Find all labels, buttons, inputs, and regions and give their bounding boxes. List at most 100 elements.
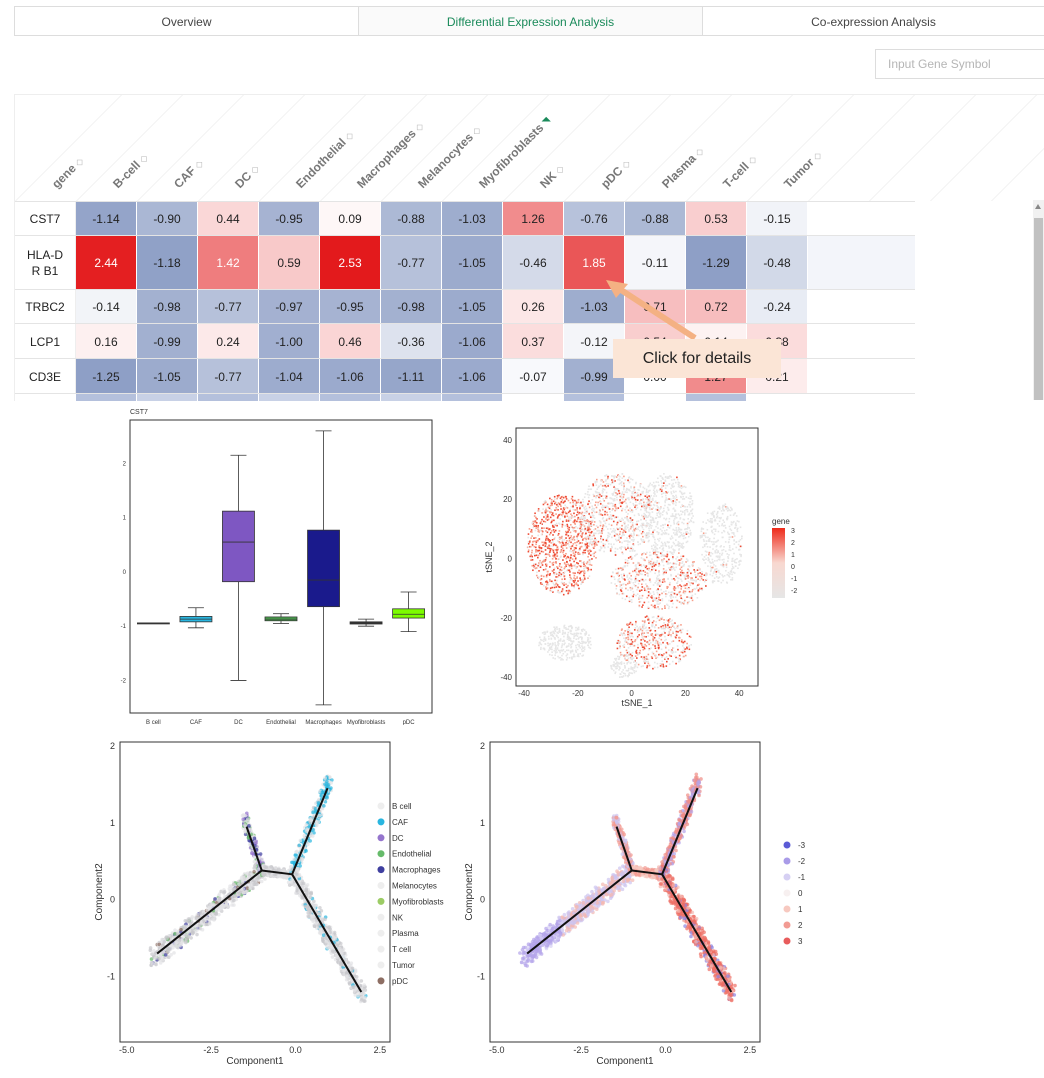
tsne-point [628,580,631,583]
expression-cell[interactable]: -0.88 [625,202,686,236]
expression-cell[interactable]: 0.37 [503,324,564,359]
expression-cell[interactable]: -1.05 [137,359,198,394]
expression-cell[interactable]: 0.16 [76,324,137,359]
expression-cell[interactable]: -0.99 [137,324,198,359]
column-header-nk[interactable]: NK◇ [537,161,567,191]
tsne-point [684,537,687,539]
column-header-gene[interactable]: gene◇ [49,154,86,191]
tsne-point [656,578,659,581]
tsne-point [737,549,740,551]
tsne-point [588,551,591,554]
tsne-point [577,562,579,565]
expression-cell[interactable]: -1.06 [442,324,503,359]
table-row[interactable]: LCP1 0.16 -0.99 0.24 -1.00 0.46 -0.36 -1.06 0.37… [15,323,915,359]
table-row[interactable]: CD3E -1.25 -1.05 -0.77 -1.04 -1.06 -1.11 -1.06-… [15,358,915,394]
tsne-point [580,526,582,529]
expression-cell[interactable]: 0.53 [686,202,747,236]
tsne-point [616,521,619,524]
expression-cell[interactable]: -1.06 [320,359,381,394]
table-row[interactable]: HLA-DR B1 2.44 -1.18 1.42 0.59 2.53 -0.77 -1.05… [15,235,915,290]
expression-cell[interactable]: -1.03 [442,202,503,236]
expression-cell[interactable]: -1.04 [259,359,320,394]
expression-cell[interactable]: -0.77 [198,359,259,394]
tsne-point [708,553,710,556]
tsne-point [728,509,731,511]
gene-search-input[interactable] [875,49,1044,79]
tsne-point [553,573,556,576]
expression-cell[interactable]: -1.05 [442,236,503,290]
expression-cell[interactable]: -0.97 [259,290,320,324]
expression-cell[interactable]: -0.36 [381,324,442,359]
table-row[interactable]: CST7 -1.14 -0.90 0.44 -0.95 0.09 -0.88 -1.03 1.2… [15,201,915,236]
column-header-plasma[interactable]: Plasma◇ [659,144,706,191]
expression-cell[interactable]: 1.26 [503,202,564,236]
tsne-point [700,530,703,533]
expression-cell[interactable]: -0.48 [747,236,808,290]
scroll-up-icon[interactable] [1035,204,1041,209]
tsne-point [562,512,564,515]
expression-cell[interactable]: -0.77 [381,236,442,290]
expression-cell[interactable]: 0.09 [320,202,381,236]
column-header-t-cell[interactable]: T-cell◇ [720,152,759,191]
tsne-point [559,591,561,594]
expression-cell[interactable]: 2.44 [76,236,137,290]
scroll-thumb[interactable] [1034,218,1043,400]
tab-overview[interactable]: Overview [14,6,359,36]
tsne-point [651,616,654,619]
expression-cell[interactable]: -0.95 [259,202,320,236]
expression-cell[interactable]: -1.03 [564,290,625,324]
sort-active-icon[interactable] [541,117,551,127]
tsne-point [587,550,589,553]
expression-cell[interactable]: -0.14 [76,290,137,324]
expression-cell[interactable]: -0.77 [198,290,259,324]
expression-cell[interactable]: 1.85 [564,236,625,290]
column-header-b-cell[interactable]: B-cell◇ [110,150,151,191]
tab-coexpression[interactable]: Co-expression Analysis [703,6,1044,36]
expression-cell[interactable]: -1.18 [137,236,198,290]
expression-cell[interactable]: -1.05 [442,290,503,324]
column-header-endothelial[interactable]: Endothelial◇ [293,128,356,191]
expression-cell[interactable]: -1.06 [442,359,503,394]
expression-cell[interactable]: 0.59 [259,236,320,290]
tsne-point [629,632,632,634]
expression-cell[interactable]: -0.95 [320,290,381,324]
column-header-dc[interactable]: DC◇ [232,161,262,191]
tsne-point [531,551,533,554]
expression-cell[interactable]: -0.76 [564,202,625,236]
expression-cell[interactable]: -0.88 [381,202,442,236]
expression-cell[interactable]: -1.29 [686,236,747,290]
expression-cell[interactable]: 0.24 [198,324,259,359]
expression-cell[interactable]: -1.00 [259,324,320,359]
expression-cell[interactable]: -0.98 [137,290,198,324]
tsne-point [652,533,654,536]
tab-differential-expression[interactable]: Differential Expression Analysis [359,6,703,36]
expression-cell[interactable]: -0.90 [137,202,198,236]
tsne-point [677,648,679,651]
expression-cell[interactable]: 0.46 [320,324,381,359]
table-scrollbar[interactable] [1033,200,1044,400]
expression-cell[interactable]: 0.26 [503,290,564,324]
tsne-point [650,504,653,507]
column-header-tumor[interactable]: Tumor◇ [781,148,824,191]
tsne-point [644,578,647,581]
tsne-point [667,491,669,493]
expression-cell[interactable]: 1.42 [198,236,259,290]
expression-cell[interactable]: -1.14 [76,202,137,236]
expression-cell[interactable]: -1.25 [76,359,137,394]
tsne-point [558,586,561,589]
expression-cell[interactable]: -0.15 [747,202,808,236]
tsne-point [603,500,606,502]
tsne-point [672,508,675,510]
expression-cell[interactable]: 0.44 [198,202,259,236]
tsne-point [657,481,660,484]
table-row[interactable]: TRBC2 -0.14 -0.98 -0.77 -0.97 -0.95 -0.98 -1.05… [15,289,915,324]
expression-cell[interactable]: -0.46 [503,236,564,290]
expression-cell[interactable]: 0.72 [686,290,747,324]
expression-cell[interactable]: -0.11 [625,236,686,290]
expression-cell[interactable]: 2.53 [320,236,381,290]
tsne-point [681,560,684,563]
expression-cell[interactable]: -1.11 [381,359,442,394]
expression-cell[interactable]: -0.24 [747,290,808,324]
expression-cell[interactable]: -0.98 [381,290,442,324]
expression-cell[interactable]: -0.07 [503,359,564,394]
